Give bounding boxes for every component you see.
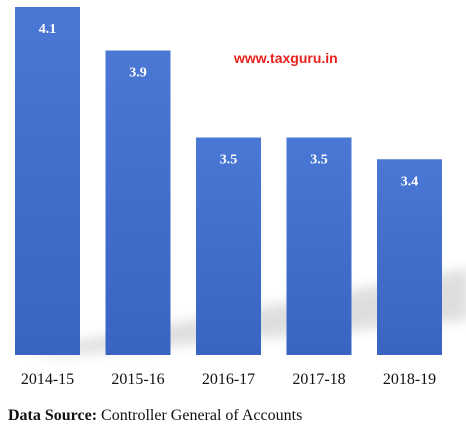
data-source-label: Data Source:	[8, 407, 98, 424]
bar-2016-17	[196, 137, 261, 355]
x-tick-label-2017-18: 2017-18	[292, 371, 345, 388]
data-label-2016-17: 3.5	[220, 153, 238, 168]
x-tick-label-2016-17: 2016-17	[202, 371, 255, 388]
x-tick-label-2018-19: 2018-19	[383, 371, 436, 388]
data-label-2018-19: 3.4	[401, 174, 419, 189]
bar-2018-19	[377, 159, 442, 355]
bar-chart: 4.13.93.5 3.53.4 2014-15 2015-16 2016-17 201…	[15, 7, 466, 388]
x-tick-label-2014-15: 2014-15	[21, 371, 74, 388]
watermark-text: www.taxguru.in	[234, 50, 338, 66]
data-label-2014-15: 4.1	[39, 22, 57, 37]
bar-2017-18	[286, 137, 352, 355]
data-source-text: Controller General of Accounts	[97, 407, 303, 424]
data-source-caption: Data Source: Controller General of Accou…	[8, 407, 302, 425]
data-labels-group: 4.1 3.9 3.5 3.5 3.4	[39, 22, 419, 189]
data-label-2017-18: 3.5	[310, 153, 328, 168]
bar-2014-15	[15, 7, 80, 355]
data-label-2015-16: 3.9	[129, 66, 147, 81]
x-tick-labels-group: 2014-15 2015-16 2016-17 2017-18 2018-19	[21, 371, 436, 388]
bars-group	[15, 7, 442, 355]
bar-2015-16	[105, 50, 171, 355]
x-tick-label-2015-16: 2015-16	[111, 371, 164, 388]
